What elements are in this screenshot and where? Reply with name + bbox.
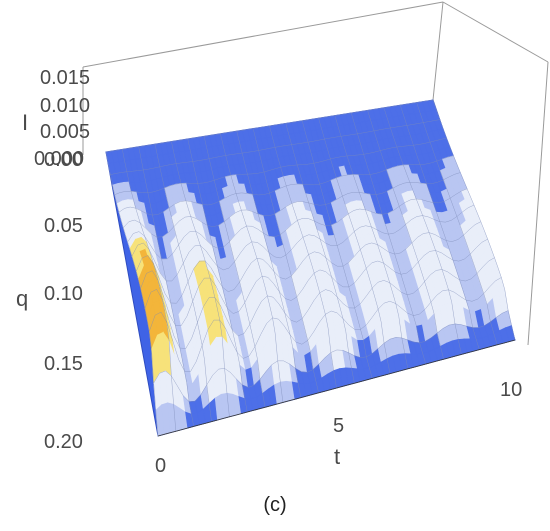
q-tick-label: 0.20 [44,431,83,453]
i-tick-label: 0.000 [34,148,84,170]
t-tick-label: 10 [500,379,522,401]
figure-caption: (c) [263,494,287,516]
q-tick-label: 0.05 [44,215,83,237]
mesh-line [285,123,355,384]
q-tick-label: 0.00 [44,149,83,171]
t-axis-label: t [334,444,340,469]
i-tick-label: 0.005 [40,121,90,143]
t-tick-label: 0 [155,455,166,477]
mesh-line [351,112,426,365]
mesh-line [432,99,516,341]
mesh-line [269,125,337,389]
t-tick-label: 5 [333,415,344,437]
i-tick-label: 0.015 [40,67,90,89]
mesh-line [318,118,391,374]
mesh-line [154,144,212,422]
mesh-line [334,115,409,369]
mesh-line [220,133,284,403]
surface-mesh [105,99,516,437]
mesh-line [383,107,462,355]
i-axis: 0.015 0.010 0.005 0.000 I [22,67,90,170]
t-axis: 0 5 10 t [155,379,522,477]
q-axis-label: q [16,286,28,311]
q-axis: 0.00 0.05 0.10 0.15 0.20 q [16,149,83,453]
i-tick-label: 0.010 [40,95,90,117]
mesh-line [252,128,319,393]
mesh-line [171,141,230,417]
mesh-line [203,136,266,408]
mesh-line [236,131,302,398]
q-tick-label: 0.15 [44,353,83,375]
mesh-line [138,146,194,427]
mesh-line [301,120,373,379]
mesh-line [416,102,498,345]
box-right-edge [527,61,549,346]
box-back-vertical [432,1,444,101]
q-tick-label: 0.10 [44,283,83,305]
mesh-line [400,105,480,350]
surface-front-outline [157,339,516,437]
mesh-line [187,138,248,413]
mesh-line [367,110,444,360]
box-top-right-edge [442,1,549,63]
i-axis-label: I [22,110,28,135]
mesh-line [105,151,159,437]
mesh-line [122,149,177,432]
box-top-edge [82,1,444,68]
